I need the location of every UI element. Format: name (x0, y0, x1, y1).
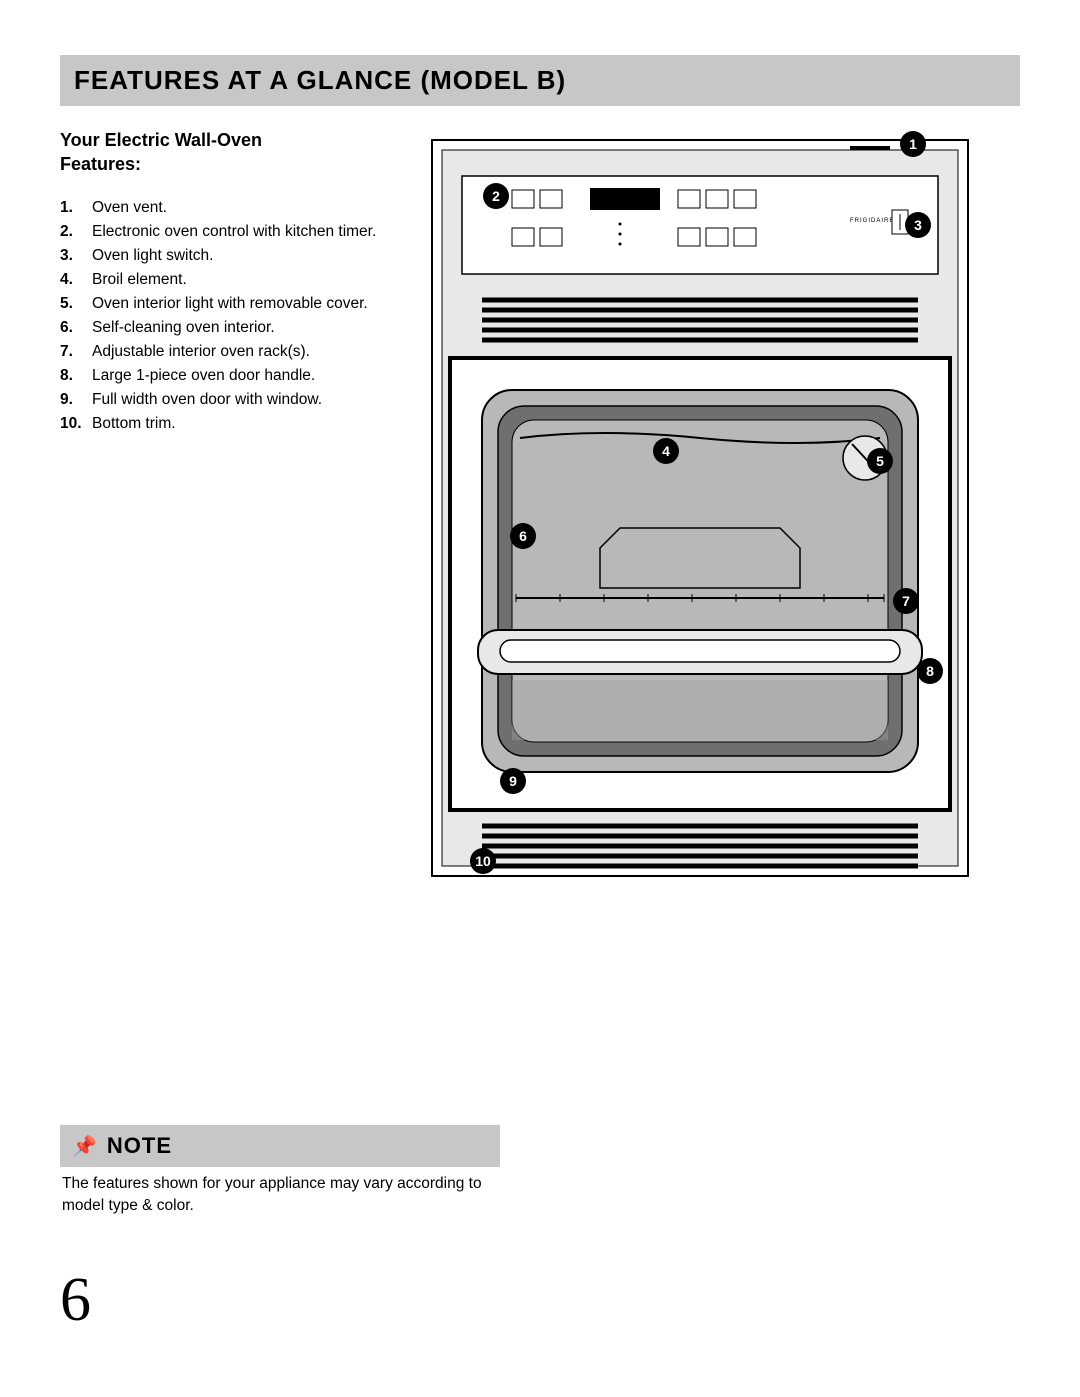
note-label: NOTE (107, 1133, 172, 1159)
brand-text: FRIGIDAIRE (850, 218, 894, 224)
callout-badge-8: 8 (917, 658, 943, 684)
features-subhead: Your Electric Wall-Oven Features: (60, 128, 400, 177)
page-number: 6 (60, 1265, 91, 1336)
feature-text: Broil element. (92, 269, 400, 291)
callout-badge-2: 2 (483, 183, 509, 209)
feature-item: 9.Full width oven door with window. (60, 389, 400, 411)
feature-text: Adjustable interior oven rack(s). (92, 341, 400, 363)
feature-text: Large 1-piece oven door handle. (92, 365, 400, 387)
feature-text: Full width oven door with window. (92, 389, 400, 411)
feature-item: 5.Oven interior light with removable cov… (60, 293, 400, 315)
feature-item: 1.Oven vent. (60, 197, 400, 219)
note-block: 📌 NOTE The features shown for your appli… (60, 1125, 500, 1216)
callout-badge-3: 3 (905, 212, 931, 238)
callout-badge-10: 10 (470, 848, 496, 874)
callout-badge-9: 9 (500, 768, 526, 794)
feature-number: 4. (60, 269, 92, 291)
content-row: Your Electric Wall-Oven Features: 1.Oven… (60, 128, 1020, 888)
feature-number: 9. (60, 389, 92, 411)
oven-diagram: FRIGIDAIRE (420, 128, 980, 888)
feature-item: 8.Large 1-piece oven door handle. (60, 365, 400, 387)
note-body: The features shown for your appliance ma… (60, 1167, 500, 1216)
feature-item: 10.Bottom trim. (60, 413, 400, 435)
feature-number: 8. (60, 365, 92, 387)
feature-number: 5. (60, 293, 92, 315)
feature-number: 1. (60, 197, 92, 219)
feature-list: 1.Oven vent.2.Electronic oven control wi… (60, 197, 400, 435)
callout-badge-7: 7 (893, 588, 919, 614)
callout-badge-6: 6 (510, 523, 536, 549)
feature-item: 4.Broil element. (60, 269, 400, 291)
feature-item: 2.Electronic oven control with kitchen t… (60, 221, 400, 243)
section-title-bar: FEATURES AT A GLANCE (MODEL B) (60, 55, 1020, 106)
feature-item: 6.Self-cleaning oven interior. (60, 317, 400, 339)
callout-badge-1: 1 (900, 131, 926, 157)
feature-text: Electronic oven control with kitchen tim… (92, 221, 400, 243)
feature-number: 10. (60, 413, 92, 435)
feature-number: 7. (60, 341, 92, 363)
feature-item: 7.Adjustable interior oven rack(s). (60, 341, 400, 363)
note-header: 📌 NOTE (60, 1125, 500, 1167)
feature-text: Oven vent. (92, 197, 400, 219)
feature-text: Self-cleaning oven interior. (92, 317, 400, 339)
features-column: Your Electric Wall-Oven Features: 1.Oven… (60, 128, 400, 888)
feature-item: 3.Oven light switch. (60, 245, 400, 267)
feature-text: Oven interior light with removable cover… (92, 293, 400, 315)
callout-badge-5: 5 (867, 448, 893, 474)
feature-number: 2. (60, 221, 92, 243)
feature-text: Bottom trim. (92, 413, 400, 435)
callout-badge-4: 4 (653, 438, 679, 464)
subhead-line-2: Features: (60, 154, 141, 174)
section-title: FEATURES AT A GLANCE (MODEL B) (74, 65, 1006, 96)
feature-number: 3. (60, 245, 92, 267)
feature-text: Oven light switch. (92, 245, 400, 267)
subhead-line-1: Your Electric Wall-Oven (60, 130, 262, 150)
pushpin-icon: 📌 (72, 1134, 97, 1159)
feature-number: 6. (60, 317, 92, 339)
